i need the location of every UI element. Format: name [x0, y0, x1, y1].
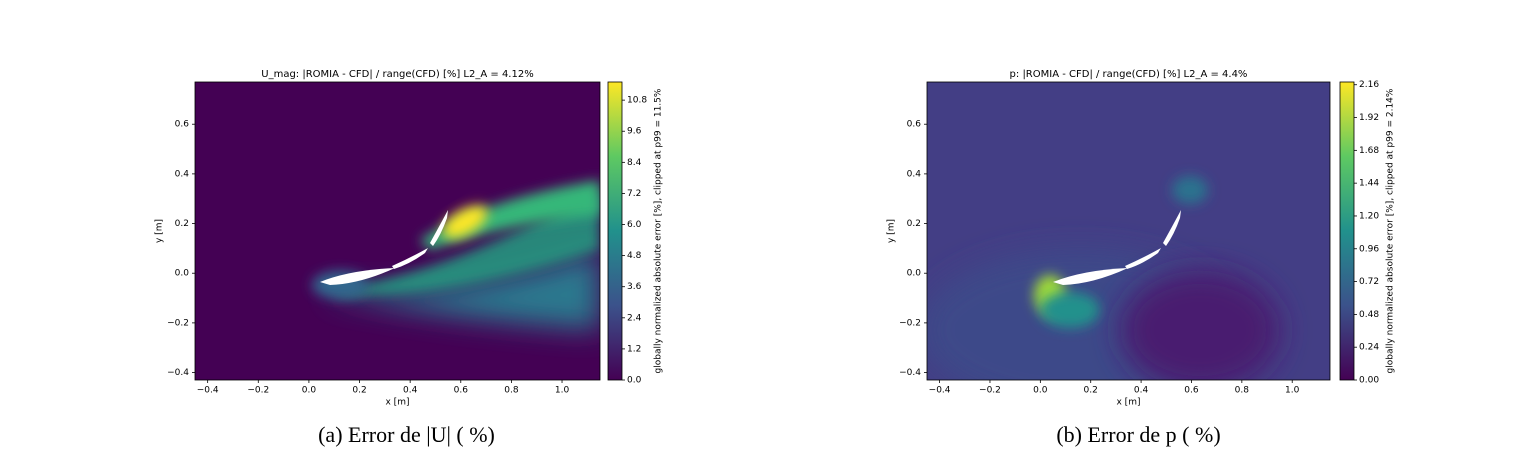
- colorbar-tick-label: 3.6: [627, 282, 642, 292]
- y-tick-label: 0.6: [175, 120, 190, 130]
- colorbar: [1339, 81, 1355, 381]
- x-axis-label: x [m]: [1117, 398, 1141, 408]
- colorbar-tick-label: 4.8: [627, 251, 642, 261]
- x-tick-label: 0.0: [1033, 386, 1048, 396]
- colorbar-tick-label: 0.24: [1359, 343, 1379, 353]
- y-tick-label: −0.4: [167, 368, 189, 378]
- y-tick-label: 0.4: [907, 169, 922, 179]
- field-a: [195, 82, 600, 380]
- colorbar-tick-label: 0.0: [627, 376, 642, 386]
- colorbar-tick-label: 1.92: [1359, 113, 1379, 123]
- colorbar-tick-label: 0.00: [1359, 376, 1379, 386]
- x-tick-label: 0.0: [302, 386, 317, 396]
- y-tick-label: 0.0: [175, 269, 190, 279]
- colorbar-tick-label: 0.72: [1359, 277, 1379, 287]
- x-tick-label: 0.6: [454, 386, 469, 396]
- colorbar-label: globally normalized absolute error [%], …: [654, 88, 664, 373]
- x-tick-label: 0.4: [1134, 386, 1149, 396]
- colorbar-tick-label: 2.4: [627, 313, 642, 323]
- colorbar-tick-label: 7.2: [627, 189, 641, 199]
- y-tick-label: 0.2: [175, 219, 189, 229]
- x-tick-label: −0.4: [929, 386, 951, 396]
- x-axis-label: x [m]: [386, 398, 410, 408]
- colorbar: [607, 81, 623, 381]
- colorbar-tick-label: 2.16: [1359, 80, 1379, 90]
- chart-title: U_mag: |ROMIA - CFD| / range(CFD) [%] L2…: [261, 69, 533, 80]
- colorbar-tick-label: 8.4: [627, 158, 642, 168]
- y-axis-label: y [m]: [155, 219, 165, 243]
- colorbar-tick-label: 9.6: [627, 127, 642, 137]
- field-b: [927, 82, 1330, 380]
- x-tick-label: 1.0: [1285, 386, 1300, 396]
- y-tick-label: 0.4: [175, 169, 190, 179]
- y-tick-label: 0.0: [907, 269, 922, 279]
- caption: (a) Error de |U| ( %): [318, 422, 495, 447]
- colorbar-tick-label: 1.44: [1359, 179, 1379, 189]
- plot-frame: [926, 81, 1331, 381]
- x-tick-label: 0.4: [403, 386, 418, 396]
- x-tick-label: −0.2: [979, 386, 1001, 396]
- x-tick-label: 0.2: [1084, 386, 1098, 396]
- caption: (b) Error de p ( %): [1056, 422, 1220, 447]
- y-tick-label: 0.6: [907, 120, 922, 130]
- x-tick-label: 0.8: [1235, 386, 1250, 396]
- x-tick-label: 0.8: [504, 386, 519, 396]
- colorbar-tick-label: 1.2: [627, 344, 641, 354]
- y-tick-label: −0.2: [899, 318, 921, 328]
- colorbar-tick-label: 6.0: [627, 220, 642, 230]
- x-tick-label: 0.2: [352, 386, 366, 396]
- y-tick-label: −0.2: [167, 318, 189, 328]
- chart-title: p: |ROMIA - CFD| / range(CFD) [%] L2_A =…: [1010, 69, 1248, 80]
- x-tick-label: −0.2: [247, 386, 269, 396]
- colorbar-tick-label: 1.68: [1359, 146, 1379, 156]
- y-tick-label: 0.2: [907, 219, 921, 229]
- x-tick-label: −0.4: [197, 386, 219, 396]
- colorbar-tick-label: 1.20: [1359, 211, 1379, 221]
- y-axis-label: y [m]: [887, 219, 897, 243]
- colorbar-tick-label: 10.8: [627, 96, 647, 106]
- x-tick-label: 1.0: [555, 386, 570, 396]
- x-tick-label: 0.6: [1184, 386, 1199, 396]
- plot-frame: [194, 81, 601, 381]
- colorbar-tick-label: 0.48: [1359, 310, 1379, 320]
- colorbar-label: globally normalized absolute error [%], …: [1386, 88, 1396, 373]
- y-tick-label: −0.4: [899, 368, 921, 378]
- colorbar-tick-label: 0.96: [1359, 244, 1379, 254]
